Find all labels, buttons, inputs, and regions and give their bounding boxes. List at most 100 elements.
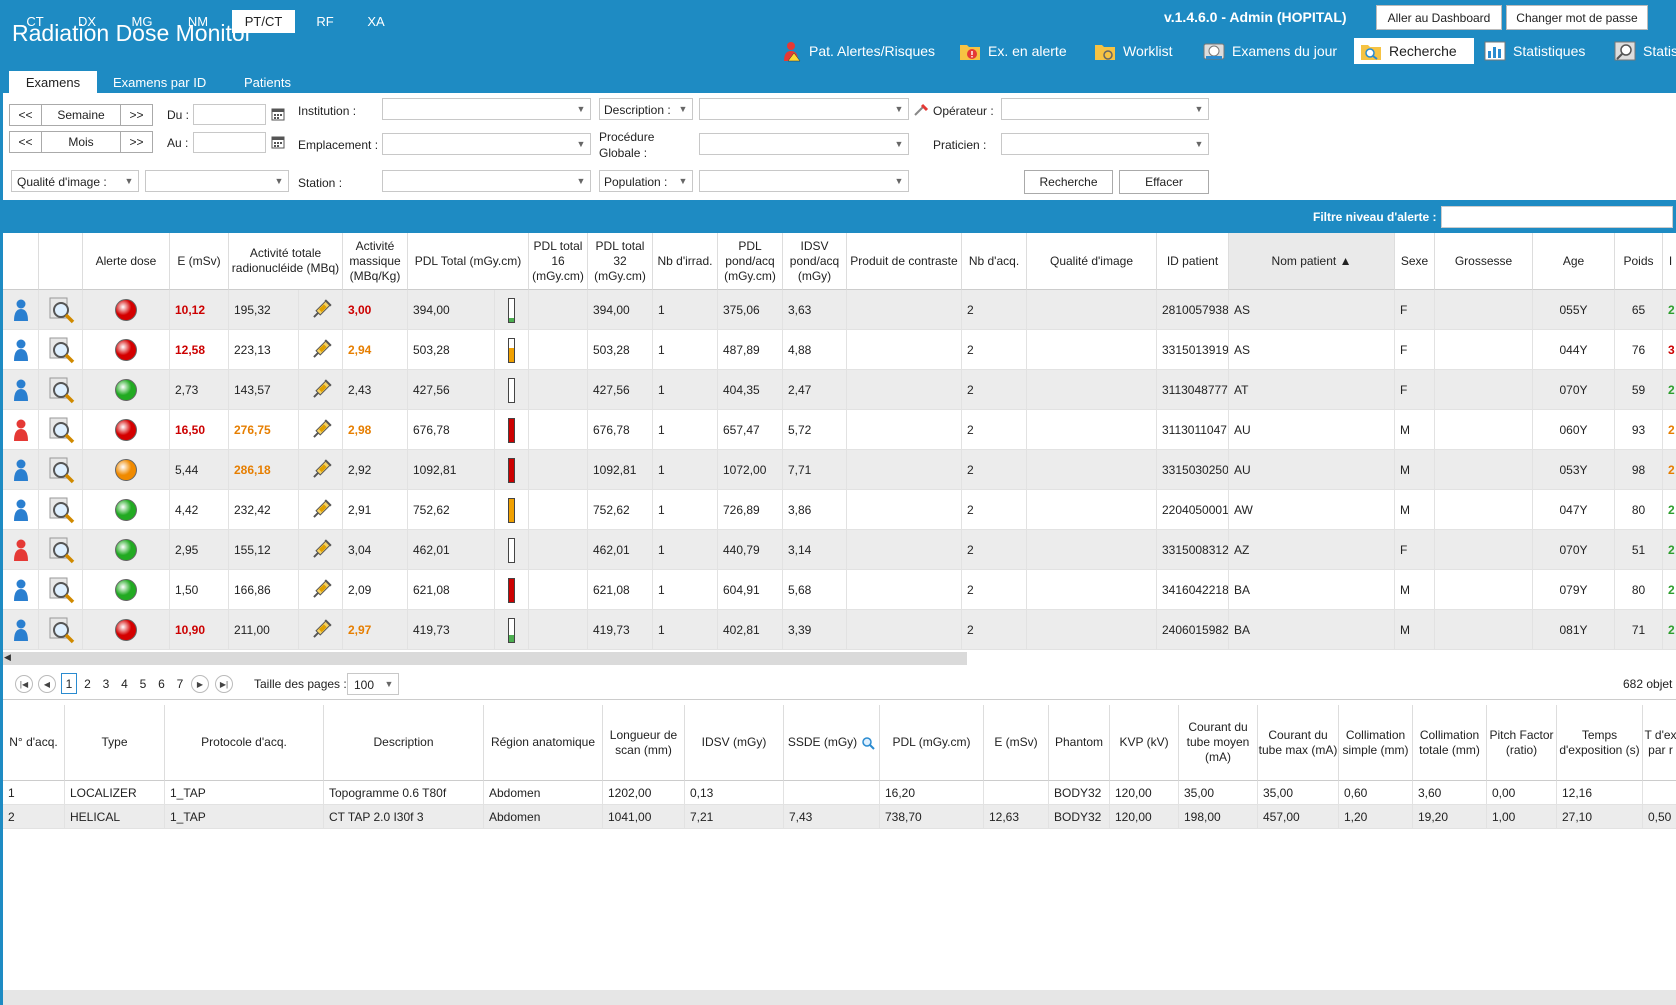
column-header[interactable]: Activité totale radionucléide (MBq)	[229, 233, 343, 290]
acquisition-row[interactable]: 1 LOCALIZER 1_TAP Topogramme 0.6 T80f Abdome…	[3, 781, 1676, 805]
detail-cell[interactable]	[39, 450, 83, 490]
nav-worklist[interactable]: Worklist	[1088, 38, 1179, 64]
calendar-icon[interactable]	[271, 107, 285, 121]
detail-column-header[interactable]: IDSV (mGy)	[685, 705, 784, 781]
column-header[interactable]: Alerte dose	[83, 233, 170, 290]
detail-cell[interactable]	[39, 570, 83, 610]
detail-column-header[interactable]: Courant du tube max (mA)	[1258, 705, 1339, 781]
column-header[interactable]: Sexe	[1395, 233, 1435, 290]
month-prev-button[interactable]: <<	[9, 131, 42, 153]
detail-column-header[interactable]: Description	[324, 705, 484, 781]
modality-tab-mg[interactable]: MG	[131, 14, 153, 29]
column-header[interactable]: Poids	[1615, 233, 1663, 290]
modality-tab-xa[interactable]: XA	[367, 14, 385, 29]
detail-column-header[interactable]: PDL (mGy.cm)	[880, 705, 984, 781]
page-number[interactable]: 7	[176, 677, 184, 691]
exam-detail-search-icon[interactable]	[47, 416, 75, 444]
scroll-left-icon[interactable]: ◀	[4, 652, 11, 662]
detail-column-header[interactable]: KVP (kV)	[1110, 705, 1179, 781]
column-header[interactable]: Produit de contraste	[847, 233, 962, 290]
population-mode-select[interactable]: Population : ▼	[599, 170, 693, 192]
table-row[interactable]: 2,73 143,57 2,43 427,56 427,56 1 404,35 2,47 2 31…	[3, 370, 1676, 410]
exam-detail-search-icon[interactable]	[47, 336, 75, 364]
page-number[interactable]: 3	[102, 677, 110, 691]
acquisition-row[interactable]: 2 HELICAL 1_TAP CT TAP 2.0 I30f 3 Abdomen 104…	[3, 805, 1676, 829]
column-header[interactable]: Nb d'acq.	[962, 233, 1027, 290]
last-page-icon[interactable]: ▶|	[215, 675, 233, 693]
column-header[interactable]	[3, 233, 39, 290]
detail-column-header[interactable]: Région anatomique	[484, 705, 603, 781]
page-number[interactable]: 5	[139, 677, 147, 691]
detail-column-header[interactable]: Courant du tube moyen (mA)	[1179, 705, 1258, 781]
column-header[interactable]: I	[1663, 233, 1676, 290]
modality-tab-ct[interactable]: CT	[26, 14, 44, 29]
operateur-select[interactable]: ▼	[1001, 98, 1209, 120]
detail-cell[interactable]	[39, 330, 83, 370]
nav-search[interactable]: Recherche	[1354, 38, 1474, 64]
detail-cell[interactable]	[39, 490, 83, 530]
table-row[interactable]: 10,90 211,00 2,97 419,73 419,73 1 402,81 3,39 2 2…	[3, 610, 1676, 650]
ssde-search-icon[interactable]	[861, 736, 875, 750]
effacer-button[interactable]: Effacer	[1119, 170, 1209, 194]
table-row[interactable]: 10,12 195,32 3,00 394,00 394,00 1 375,06 3,63 2 2…	[3, 290, 1676, 330]
recherche-button[interactable]: Recherche	[1024, 170, 1113, 194]
column-header[interactable]: Nb d'irrad.	[653, 233, 718, 290]
column-header[interactable]: Grossesse	[1435, 233, 1533, 290]
detail-column-header[interactable]: Type	[65, 705, 165, 781]
detail-column-header[interactable]: E (mSv)	[984, 705, 1049, 781]
detail-column-header[interactable]: Longueur de scan (mm)	[603, 705, 685, 781]
page-number[interactable]: 2	[84, 677, 91, 691]
table-row[interactable]: 4,42 232,42 2,91 752,62 752,62 1 726,89 3,86 2 22…	[3, 490, 1676, 530]
alert-filter-input[interactable]	[1441, 206, 1673, 228]
quality-select[interactable]: ▼	[145, 170, 289, 192]
description-mode-select[interactable]: Description : ▼	[599, 98, 693, 120]
month-button[interactable]: Mois	[41, 131, 121, 153]
page-number[interactable]: 4	[121, 677, 128, 691]
exam-detail-search-icon[interactable]	[47, 456, 75, 484]
tab-patients[interactable]: Patients	[244, 74, 291, 90]
modality-tab-ptct[interactable]: PT/CT	[232, 10, 295, 33]
detail-cell[interactable]	[39, 290, 83, 330]
exam-detail-search-icon[interactable]	[47, 376, 75, 404]
nav-exams-today[interactable]: Examens du jour	[1197, 38, 1343, 64]
exam-detail-search-icon[interactable]	[47, 296, 75, 324]
bottom-scrollbar[interactable]	[3, 990, 1676, 1005]
population-select[interactable]: ▼	[699, 170, 909, 192]
au-date-input[interactable]	[193, 132, 266, 153]
dashboard-button[interactable]: Aller au Dashboard	[1376, 5, 1502, 30]
column-header[interactable]: PDL Total (mGy.cm)	[408, 233, 529, 290]
week-next-button[interactable]: >>	[120, 104, 153, 126]
month-next-button[interactable]: >>	[120, 131, 153, 153]
tab-examens[interactable]: Examens	[9, 71, 97, 93]
column-header[interactable]	[39, 233, 83, 290]
detail-column-header[interactable]: T d'ex par r	[1643, 705, 1676, 781]
next-page-icon[interactable]: ▶	[191, 675, 209, 693]
table-row[interactable]: 2,95 155,12 3,04 462,01 462,01 1 440,79 3,14 2 33…	[3, 530, 1676, 570]
column-header[interactable]: Activité massique (MBq/Kg)	[343, 233, 408, 290]
table-row[interactable]: 5,44 286,18 2,92 1092,81 1092,81 1 1072,00 7,71…	[3, 450, 1676, 490]
quality-mode-select[interactable]: Qualité d'image : ▼	[11, 170, 139, 192]
modality-tab-nm[interactable]: NM	[187, 14, 209, 29]
detail-cell[interactable]	[39, 410, 83, 450]
column-header[interactable]: Nom patient ▲	[1229, 233, 1395, 290]
exam-detail-search-icon[interactable]	[47, 496, 75, 524]
first-page-icon[interactable]: |◀	[15, 675, 33, 693]
detail-column-header[interactable]: Collimation totale (mm)	[1413, 705, 1487, 781]
du-date-input[interactable]	[193, 104, 266, 125]
praticien-select[interactable]: ▼	[1001, 133, 1209, 155]
nav-statistics[interactable]: Statistiques	[1478, 38, 1591, 64]
column-header[interactable]: ID patient	[1157, 233, 1229, 290]
detail-cell[interactable]	[39, 610, 83, 650]
detail-column-header[interactable]: N° d'acq.	[3, 705, 65, 781]
column-header[interactable]: E (mSv)	[170, 233, 229, 290]
table-row[interactable]: 1,50 166,86 2,09 621,08 621,08 1 604,91 5,68 2 34…	[3, 570, 1676, 610]
page-number[interactable]: 6	[158, 677, 165, 691]
detail-column-header[interactable]: Pitch Factor (ratio)	[1487, 705, 1557, 781]
station-select[interactable]: ▼	[382, 170, 591, 192]
detail-cell[interactable]	[39, 530, 83, 570]
detail-column-header[interactable]: Temps d'exposition (s)	[1557, 705, 1643, 781]
institution-select[interactable]: ▼	[382, 98, 591, 120]
prev-page-icon[interactable]: ◀	[38, 675, 56, 693]
detail-column-header[interactable]: SSDE (mGy)	[784, 705, 880, 781]
nav-exams-alert[interactable]: Ex. en alerte	[953, 38, 1073, 64]
